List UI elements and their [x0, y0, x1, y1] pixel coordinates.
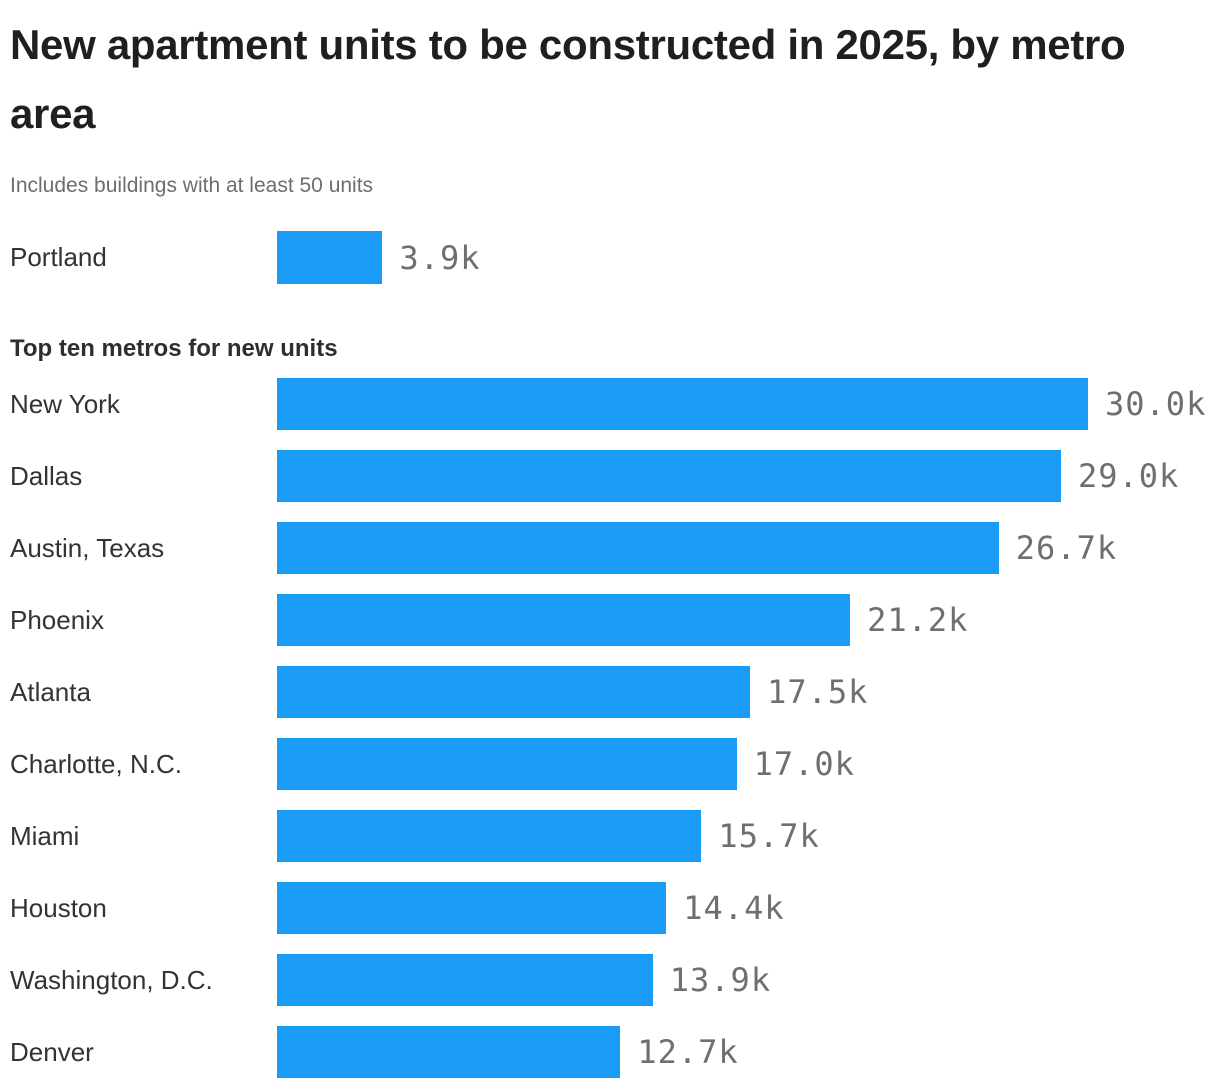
bar-row: Miami 15.7k: [10, 810, 1210, 862]
bar-row: Houston 14.4k: [10, 882, 1210, 934]
metro-label: Phoenix: [10, 604, 104, 635]
metro-label: New York: [10, 388, 120, 419]
bar-row: Dallas 29.0k: [10, 450, 1210, 502]
bar: [277, 378, 1088, 430]
bar: [277, 450, 1061, 502]
bar: [277, 954, 653, 1006]
metro-label: Denver: [10, 1036, 94, 1067]
bar-row: New York 30.0k: [10, 378, 1210, 430]
highlight-row-portland: Portland 3.9k: [10, 231, 1210, 284]
value-label: 17.0k: [753, 745, 855, 783]
section-heading: Top ten metros for new units: [10, 335, 338, 362]
bar-row: Atlanta 17.5k: [10, 666, 1210, 718]
value-label: 13.9k: [669, 961, 772, 999]
metro-label: Houston: [10, 892, 107, 923]
bar: [277, 1026, 621, 1078]
bar: [277, 882, 667, 934]
bar-row: Phoenix 21.2k: [10, 594, 1210, 646]
metro-label: Charlotte, N.C.: [10, 748, 182, 779]
bar-rows: New York 30.0k Dallas 29.0k Austin, Texa…: [10, 378, 1210, 1078]
bar: [277, 666, 751, 718]
bar-row: Washington, D.C. 13.9k: [10, 954, 1210, 1006]
value-label: 21.2k: [867, 601, 969, 639]
value-label: 29.0k: [1077, 457, 1180, 495]
value-label: 17.5k: [767, 673, 869, 711]
metro-label: Atlanta: [10, 676, 91, 707]
value-label: 15.7k: [718, 817, 820, 855]
chart-subtitle: Includes buildings with at least 50 unit…: [10, 174, 374, 197]
value-label: 30.0k: [1105, 385, 1207, 423]
bar: [277, 522, 999, 574]
bar-row: Charlotte, N.C. 17.0k: [10, 738, 1210, 790]
bar: [277, 738, 737, 790]
bar: [277, 594, 851, 646]
bar: [277, 810, 702, 862]
value-label: 3.9k: [399, 238, 481, 277]
bar-row: Austin, Texas 26.7k: [10, 522, 1210, 574]
metro-label: Miami: [10, 820, 80, 851]
metro-label: Washington, D.C.: [10, 964, 213, 995]
portland-bar: [277, 231, 383, 284]
metro-label: Dallas: [10, 460, 83, 491]
value-label: 26.7k: [1015, 529, 1118, 567]
bar-row: Denver 12.7k: [10, 1026, 1210, 1078]
metro-label: Portland: [10, 242, 107, 272]
value-label: 14.4k: [683, 889, 785, 927]
metro-label: Austin, Texas: [10, 532, 165, 563]
chart-container: New apartment units to be constructed in…: [0, 10, 1220, 1078]
value-label: 12.7k: [637, 1033, 739, 1071]
chart-title: New apartment units to be constructed in…: [10, 21, 1126, 137]
